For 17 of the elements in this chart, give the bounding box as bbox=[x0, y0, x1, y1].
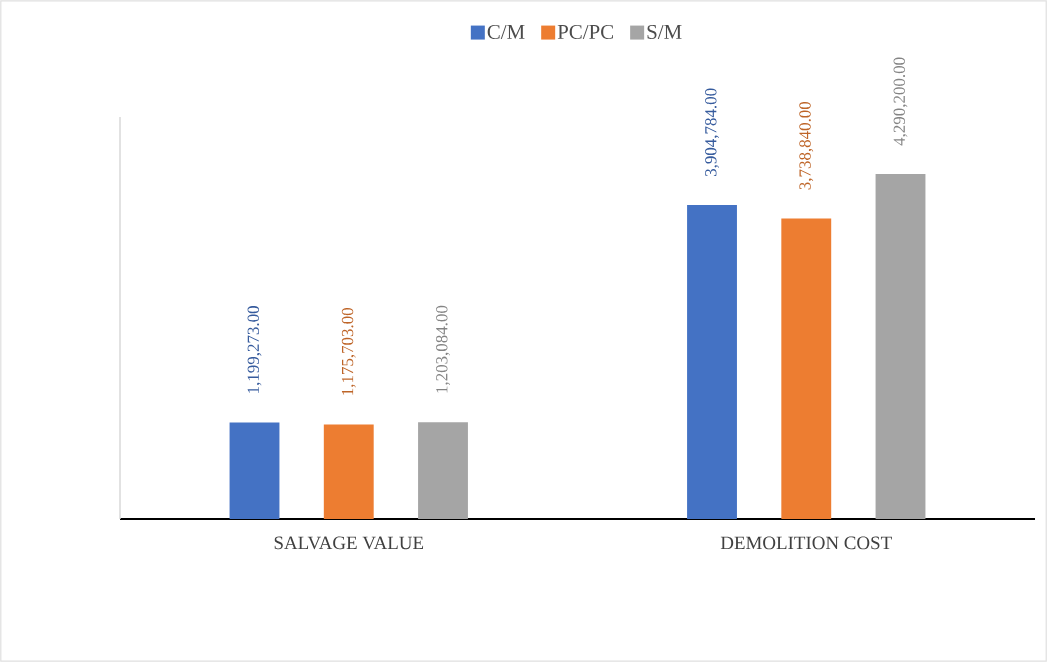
data-label: 1,199,273.00 bbox=[247, 306, 262, 393]
bar bbox=[875, 174, 926, 519]
data-label: 1,203,084.00 bbox=[436, 305, 450, 393]
bar bbox=[687, 205, 737, 519]
bar bbox=[418, 422, 468, 519]
data-label: 4,290,200.00 bbox=[893, 57, 908, 146]
data-label: 3,738,840.00 bbox=[799, 101, 814, 190]
data-label: 1,175,703.00 bbox=[341, 308, 356, 395]
bar bbox=[781, 218, 832, 519]
legend-label: S/M bbox=[647, 24, 682, 39]
bar bbox=[323, 424, 374, 519]
bar bbox=[229, 422, 280, 519]
data-label: 3,904,784.00 bbox=[705, 88, 719, 177]
x-tick-label: DEMOLITION COST bbox=[720, 536, 892, 550]
x-tick-label: SALVAGE VALUE bbox=[274, 536, 424, 550]
legend-label: C/M bbox=[487, 24, 525, 39]
legend-label: PC/PC bbox=[557, 24, 613, 39]
